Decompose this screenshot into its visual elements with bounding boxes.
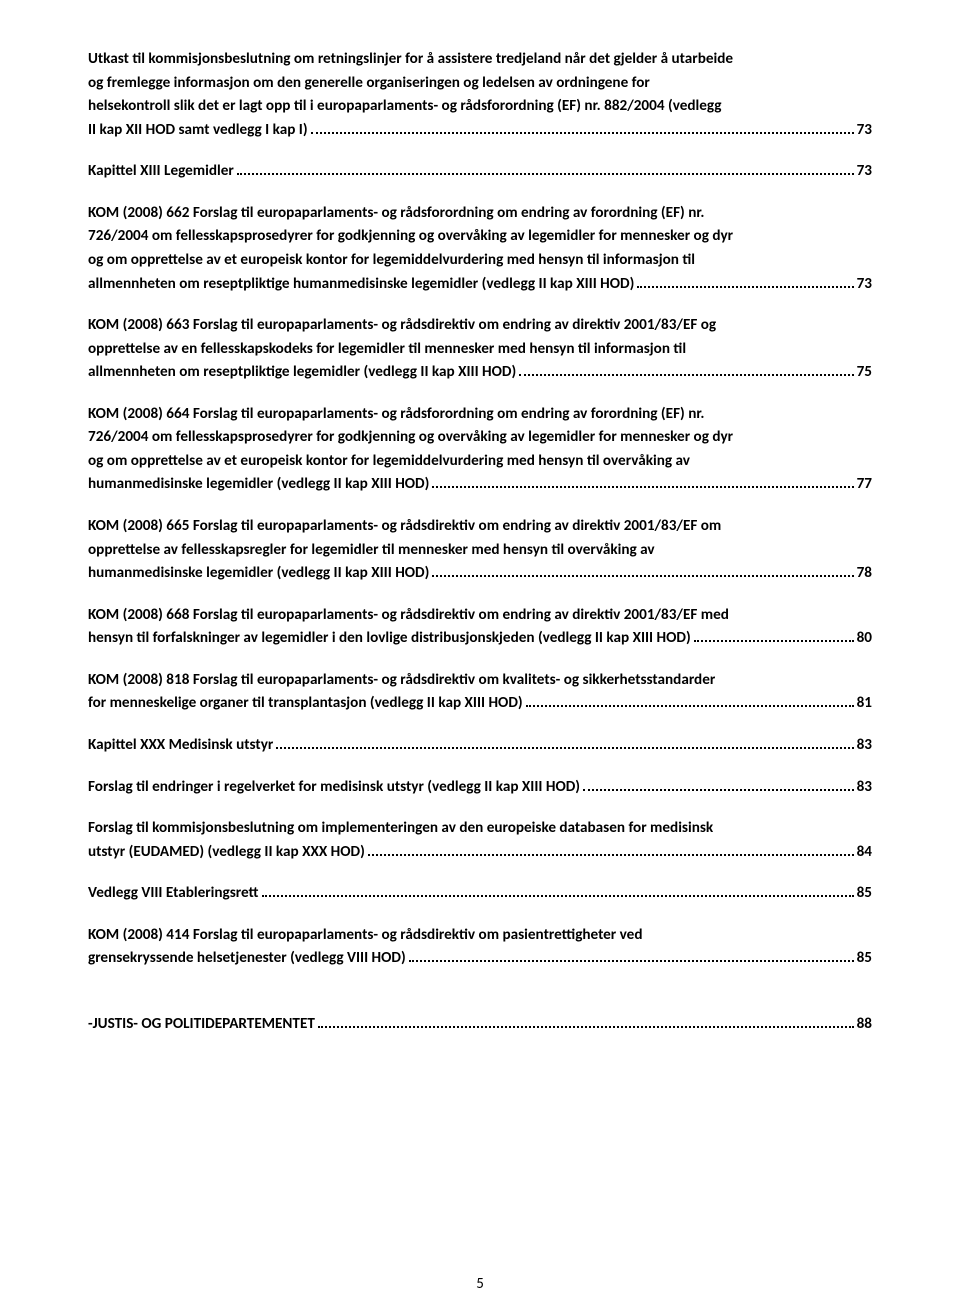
toc-entry-text: helsekontroll slik det er lagt opp til i… [88,95,872,119]
leader-dots [583,779,854,790]
toc-entry-page: 85 [857,882,872,906]
leader-dots [276,738,853,749]
toc-entry-page: 80 [857,627,872,651]
toc-entry-lastline: allmennheten om reseptpliktige legemidle… [88,361,872,385]
toc-entry-text: hensyn til forfalskninger av legemidler … [88,627,691,651]
leader-dots [432,566,853,577]
toc-entry-page: 85 [857,947,872,971]
toc-list: Utkast til kommisjonsbeslutning om retni… [88,48,872,1036]
toc-entry-lastline: hensyn til forfalskninger av legemidler … [88,627,872,651]
toc-entry: Forslag til kommisjonsbeslutning om impl… [88,817,872,864]
toc-entry-text: humanmedisinske legemidler (vedlegg II k… [88,562,429,586]
leader-dots [637,276,853,287]
toc-entry-text: grensekryssende helsetjenester (vedlegg … [88,947,406,971]
toc-entry-lastline: for menneskelige organer til transplanta… [88,692,872,716]
toc-entry-text: allmennheten om reseptpliktige humanmedi… [88,273,634,297]
toc-entry-lastline: Kapittel XIII Legemidler 73 [88,160,872,184]
toc-entry: KOM (2008) 662 Forslag til europaparlame… [88,202,872,296]
toc-page: Utkast til kommisjonsbeslutning om retni… [0,0,960,1313]
toc-entry: Utkast til kommisjonsbeslutning om retni… [88,48,872,142]
toc-entry-text: KOM (2008) 668 Forslag til europaparlame… [88,604,872,628]
toc-entry-lastline: humanmedisinske legemidler (vedlegg II k… [88,562,872,586]
toc-entry-text: Vedlegg VIII Etableringsrett [88,882,259,906]
toc-entry: Kapittel XIII Legemidler 73 [88,160,872,184]
toc-entry-text: og fremlegge informasjon om den generell… [88,72,872,96]
toc-entry-text: KOM (2008) 414 Forslag til europaparlame… [88,924,872,948]
toc-entry-lastline: utstyr (EUDAMED) (vedlegg II kap XXX HOD… [88,841,872,865]
toc-entry-text: Utkast til kommisjonsbeslutning om retni… [88,48,872,72]
toc-entry-page: 73 [857,273,872,297]
toc-entry-page: 83 [857,776,872,800]
toc-entry-text: KOM (2008) 663 Forslag til europaparlame… [88,314,872,338]
toc-entry-page: 84 [857,841,872,865]
toc-entry-lastline: Forslag til endringer i regelverket for … [88,776,872,800]
toc-entry-lastline: grensekryssende helsetjenester (vedlegg … [88,947,872,971]
leader-dots [694,631,854,642]
leader-dots [432,477,853,488]
toc-entry: KOM (2008) 663 Forslag til europaparlame… [88,314,872,385]
toc-entry: Forslag til endringer i regelverket for … [88,776,872,800]
leader-dots [526,696,854,707]
toc-entry-text: KOM (2008) 664 Forslag til europaparlame… [88,403,872,427]
toc-entry: KOM (2008) 664 Forslag til europaparlame… [88,403,872,497]
toc-entry-text: 726/2004 om fellesskapsprosedyrer for go… [88,426,872,450]
toc-entry-text: utstyr (EUDAMED) (vedlegg II kap XXX HOD… [88,841,365,865]
leader-dots [368,845,854,856]
toc-entry-text: 726/2004 om fellesskapsprosedyrer for go… [88,225,872,249]
toc-entry-text: opprettelse av en fellesskapskodeks for … [88,338,872,362]
toc-entry-lastline: Kapittel XXX Medisinsk utstyr 83 [88,734,872,758]
toc-entry-page: 81 [857,692,872,716]
toc-entry: Kapittel XXX Medisinsk utstyr 83 [88,734,872,758]
toc-entry-page: 88 [857,1013,872,1037]
leader-dots [409,951,854,962]
toc-entry: KOM (2008) 818 Forslag til europaparlame… [88,669,872,716]
toc-entry-page: 77 [857,473,872,497]
toc-entry: KOM (2008) 665 Forslag til europaparlame… [88,515,872,586]
toc-entry-text: Kapittel XXX Medisinsk utstyr [88,734,273,758]
toc-entry-text: og om opprettelse av et europeisk kontor… [88,249,872,273]
leader-dots [262,886,854,897]
toc-entry-page: 75 [857,361,872,385]
toc-entry-lastline: II kap XII HOD samt vedlegg I kap I) 73 [88,119,872,143]
toc-entry: -JUSTIS- OG POLITIDEPARTEMENTET 88 [88,1013,872,1037]
toc-entry-text: for menneskelige organer til transplanta… [88,692,523,716]
toc-entry: Vedlegg VIII Etableringsrett 85 [88,882,872,906]
toc-entry-text: og om opprettelse av et europeisk kontor… [88,450,872,474]
leader-dots [519,365,853,376]
toc-entry-page: 83 [857,734,872,758]
toc-entry-text: humanmedisinske legemidler (vedlegg II k… [88,473,429,497]
toc-entry-text: Forslag til kommisjonsbeslutning om impl… [88,817,872,841]
toc-entry-lastline: allmennheten om reseptpliktige humanmedi… [88,273,872,297]
toc-entry-text: opprettelse av fellesskapsregler for leg… [88,539,872,563]
toc-entry-text: Kapittel XIII Legemidler [88,160,234,184]
toc-entry-text: -JUSTIS- OG POLITIDEPARTEMENTET [88,1013,315,1037]
leader-dots [318,1017,854,1028]
toc-entry-text: KOM (2008) 818 Forslag til europaparlame… [88,669,872,693]
toc-entry-page: 73 [857,160,872,184]
leader-dots [311,123,854,134]
page-number: 5 [0,1275,960,1293]
leader-dots [237,164,854,175]
toc-entry-lastline: humanmedisinske legemidler (vedlegg II k… [88,473,872,497]
toc-entry-page: 78 [857,562,872,586]
toc-entry: KOM (2008) 668 Forslag til europaparlame… [88,604,872,651]
toc-entry-text: KOM (2008) 662 Forslag til europaparlame… [88,202,872,226]
toc-entry-lastline: -JUSTIS- OG POLITIDEPARTEMENTET 88 [88,1013,872,1037]
toc-entry-text: Forslag til endringer i regelverket for … [88,776,580,800]
toc-entry-lastline: Vedlegg VIII Etableringsrett 85 [88,882,872,906]
toc-entry-text: KOM (2008) 665 Forslag til europaparlame… [88,515,872,539]
toc-entry: KOM (2008) 414 Forslag til europaparlame… [88,924,872,971]
toc-entry-page: 73 [857,119,872,143]
toc-entry-text: II kap XII HOD samt vedlegg I kap I) [88,119,308,143]
toc-entry-text: allmennheten om reseptpliktige legemidle… [88,361,516,385]
